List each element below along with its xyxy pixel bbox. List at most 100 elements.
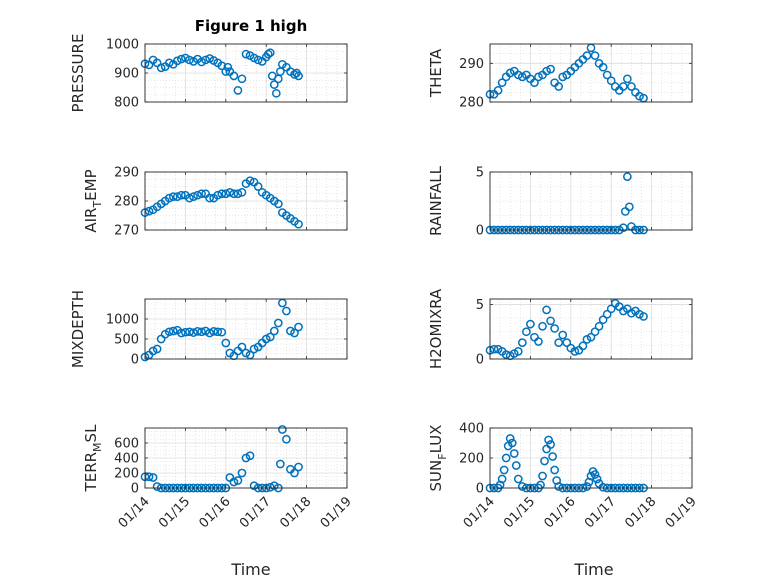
y-tick-label: 0 <box>131 482 139 497</box>
data-point <box>499 465 509 475</box>
x-tick-label: 01/15 <box>501 494 538 531</box>
data-point <box>623 172 632 181</box>
data-point <box>544 435 553 445</box>
y-axis-label-subscript: M <box>91 442 104 452</box>
y-tick-label: 5 <box>476 298 484 313</box>
y-axis-label-subscript: T <box>91 201 104 209</box>
y-tick-label: 0 <box>476 482 484 497</box>
data-point <box>152 344 162 354</box>
y-tick-label: 0 <box>476 353 484 368</box>
data-point <box>554 482 564 491</box>
data-point <box>221 67 231 76</box>
data-point <box>590 327 600 337</box>
data-point <box>265 332 275 342</box>
x-tick-label: 01/17 <box>237 494 274 531</box>
data-point <box>558 72 568 82</box>
y-axis-label: SUNFLUX <box>427 425 449 492</box>
x-tick-label: 01/19 <box>318 494 355 531</box>
data-point <box>546 316 555 326</box>
data-point <box>598 482 608 492</box>
data-point <box>562 338 572 347</box>
data-point <box>253 55 263 65</box>
y-tick-label: 290 <box>114 166 139 181</box>
data-point <box>177 190 186 200</box>
data-point <box>265 48 275 58</box>
data-point <box>623 74 632 84</box>
data-point <box>550 465 559 475</box>
y-axis-label-base: SUN <box>427 460 445 492</box>
data-point <box>582 482 592 491</box>
data-point <box>217 61 227 71</box>
data-point <box>189 328 198 337</box>
data-point <box>578 341 588 351</box>
subplot-top-left: 800 900 1000 PRESSURE <box>69 34 348 112</box>
y-axis-label: MIXDEPTH <box>69 290 87 368</box>
data-point <box>233 189 243 199</box>
data-point <box>505 68 515 78</box>
data-point <box>168 192 178 201</box>
data-point <box>294 322 303 332</box>
data-point <box>223 62 233 72</box>
data-point <box>625 202 634 212</box>
data-point <box>639 312 648 321</box>
data-point <box>282 434 291 444</box>
data-point <box>497 78 507 88</box>
y-axis-label-tail: SL <box>82 424 100 443</box>
y-tick-label: 600 <box>114 437 139 452</box>
data-point <box>269 326 279 336</box>
data-point <box>164 58 174 68</box>
data-point <box>497 474 507 484</box>
data-point <box>241 49 251 59</box>
y-tick-label: 900 <box>114 67 139 82</box>
data-point <box>598 315 608 325</box>
data-point <box>205 328 214 338</box>
data-point <box>505 434 515 443</box>
axes-box <box>144 298 348 360</box>
y-tick-label: 280 <box>459 96 484 111</box>
x-tick-label: 01/16 <box>197 494 234 531</box>
data-point <box>229 71 239 81</box>
data-point <box>229 477 239 487</box>
y-axis-label-subscript: F <box>436 453 449 459</box>
series-markers <box>140 298 303 362</box>
data-point <box>237 342 247 352</box>
data-point <box>586 332 596 342</box>
data-point <box>185 327 194 337</box>
data-point <box>152 482 162 491</box>
data-point <box>570 347 580 356</box>
data-point <box>517 482 527 491</box>
data-point <box>201 55 210 65</box>
data-point <box>233 86 243 95</box>
data-point <box>225 187 235 197</box>
data-point <box>618 82 628 91</box>
data-point <box>271 88 281 98</box>
data-point <box>282 306 291 316</box>
data-point <box>290 468 299 478</box>
data-point <box>278 425 287 434</box>
x-axis-label-left: Time <box>230 560 270 579</box>
y-tick-label: 270 <box>114 224 139 239</box>
data-point <box>294 219 303 229</box>
y-axis-label-base: AIR <box>82 208 100 233</box>
data-point <box>590 470 600 479</box>
data-point <box>237 468 247 478</box>
data-point <box>237 74 247 84</box>
series-markers <box>485 43 648 103</box>
data-point <box>177 54 186 64</box>
data-point <box>618 223 628 233</box>
x-tick-label: 01/18 <box>622 494 659 531</box>
data-point <box>509 449 519 458</box>
data-point <box>177 328 186 338</box>
data-point <box>172 56 182 66</box>
data-point <box>294 71 303 81</box>
data-point <box>290 328 299 338</box>
y-axis-label-tail: EMP <box>82 169 100 200</box>
data-point <box>513 70 523 80</box>
data-point <box>275 459 285 469</box>
x-tick-label: 01/14 <box>461 494 498 531</box>
y-tick-label: 280 <box>114 195 139 210</box>
data-point <box>558 330 568 340</box>
data-point <box>217 189 227 199</box>
data-point <box>530 78 539 88</box>
